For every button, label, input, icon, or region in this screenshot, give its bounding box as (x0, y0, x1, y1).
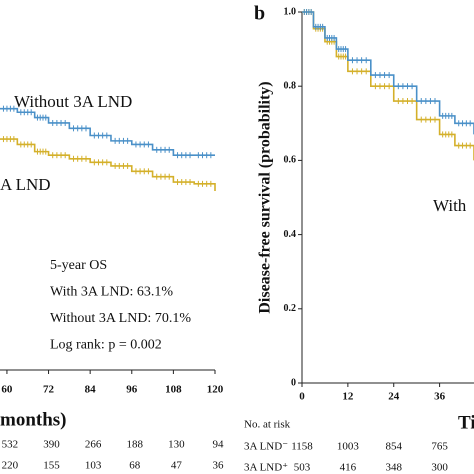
x-tick-label: 84 (85, 384, 97, 396)
x-tick-label: 12 (342, 391, 354, 403)
y-tick-label: 1.0 (284, 6, 297, 17)
y-tick-label: 0 (291, 377, 296, 388)
risk-count: 503 (294, 462, 311, 474)
risk-count: 130 (168, 439, 185, 451)
risk-table-title: No. at risk (244, 419, 291, 431)
x-axis-label: months) (0, 409, 67, 430)
risk-row-label: 3A LND⁻ (244, 441, 288, 453)
risk-count: 1003 (337, 441, 360, 453)
risk-count: 348 (385, 462, 402, 474)
survival-curve (302, 11, 474, 135)
y-tick-label: 0.4 (284, 229, 297, 240)
annotation: Log rank: p = 0.002 (50, 338, 162, 353)
survival-curve (0, 107, 215, 156)
x-tick-label: 0 (299, 391, 305, 403)
x-tick-label: 120 (207, 384, 224, 396)
x-tick-label: 96 (126, 384, 138, 396)
panel-label: b (254, 3, 265, 25)
risk-count: 532 (2, 439, 19, 451)
series-label: With (433, 196, 467, 215)
x-axis-label: Ti (458, 412, 474, 433)
risk-count: 36 (213, 460, 225, 472)
y-tick-label: 0.2 (284, 303, 297, 314)
x-tick-label: 108 (165, 384, 182, 396)
risk-count: 94 (213, 439, 225, 451)
risk-count: 266 (85, 439, 102, 451)
y-tick-label: 0.6 (284, 155, 297, 166)
risk-count: 390 (43, 439, 60, 451)
risk-count: 47 (171, 460, 183, 472)
x-tick-label: 72 (43, 384, 55, 396)
annotation: Without 3A LND: 70.1% (50, 311, 191, 326)
survival-curve (0, 138, 216, 191)
risk-count: 765 (431, 441, 448, 453)
risk-count: 1158 (291, 441, 313, 453)
risk-count: 416 (340, 462, 357, 474)
risk-count: 220 (2, 460, 19, 472)
annotation: With 3A LND: 63.1% (50, 285, 173, 300)
risk-count: 103 (85, 460, 102, 472)
series-label: A LND (0, 175, 51, 194)
x-tick-label: 36 (434, 391, 446, 403)
risk-count: 188 (127, 439, 144, 451)
y-axis-label: Disease-free survival (probability) (257, 81, 274, 313)
x-tick-label: 24 (388, 391, 400, 403)
series-label: Without 3A LND (14, 92, 132, 111)
risk-row-label: 3A LND⁺ (244, 462, 288, 474)
risk-count: 68 (129, 460, 141, 472)
annotation: 5-year OS (50, 258, 107, 273)
x-tick-label: 60 (1, 384, 13, 396)
risk-count: 155 (43, 460, 60, 472)
risk-count: 854 (385, 441, 402, 453)
risk-count: 300 (431, 462, 448, 474)
y-tick-label: 0.8 (284, 80, 297, 91)
